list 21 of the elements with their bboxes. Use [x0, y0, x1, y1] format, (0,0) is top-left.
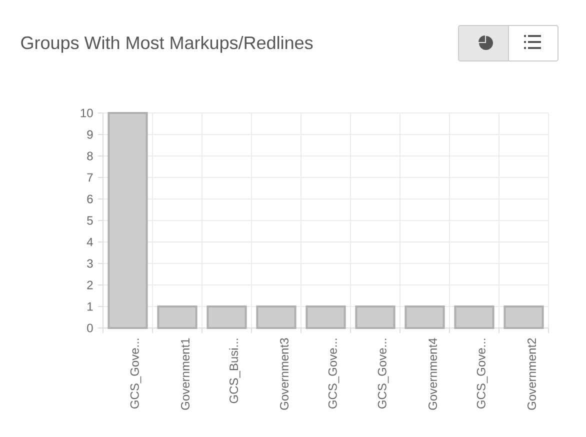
y-tick-label: 3 [87, 259, 93, 268]
y-tick-label: 6 [87, 194, 93, 204]
y-tick-label: 10 [80, 108, 93, 118]
y-tick-label: 8 [87, 152, 93, 160]
y-tick-label: 0 [87, 324, 93, 332]
y-tick-label: 7 [87, 173, 93, 182]
x-tick-label: Government3 [280, 338, 289, 410]
x-tick-label: Government2 [527, 338, 536, 410]
y-tick-label: 9 [87, 130, 93, 139]
y-tick-label: 1 [88, 302, 93, 311]
x-tick-label: GCS_Gove... [378, 338, 389, 408]
y-tick-label: 5 [87, 216, 93, 225]
y-tick-label: 2 [87, 280, 93, 290]
x-tick-label: GCS_Gove... [328, 338, 340, 408]
x-tick-label: GCS_Gove... [476, 338, 488, 408]
x-tick-label: GCS_Busi... [229, 338, 240, 404]
x-tick-label: Government1 [180, 338, 190, 410]
chart-title: Groups With Most Markups/Redlines [21, 36, 313, 53]
x-tick-label: GCS_Gove... [130, 338, 142, 408]
x-tick-label: Government4 [428, 338, 438, 410]
y-tick-label: 4 [86, 238, 93, 246]
